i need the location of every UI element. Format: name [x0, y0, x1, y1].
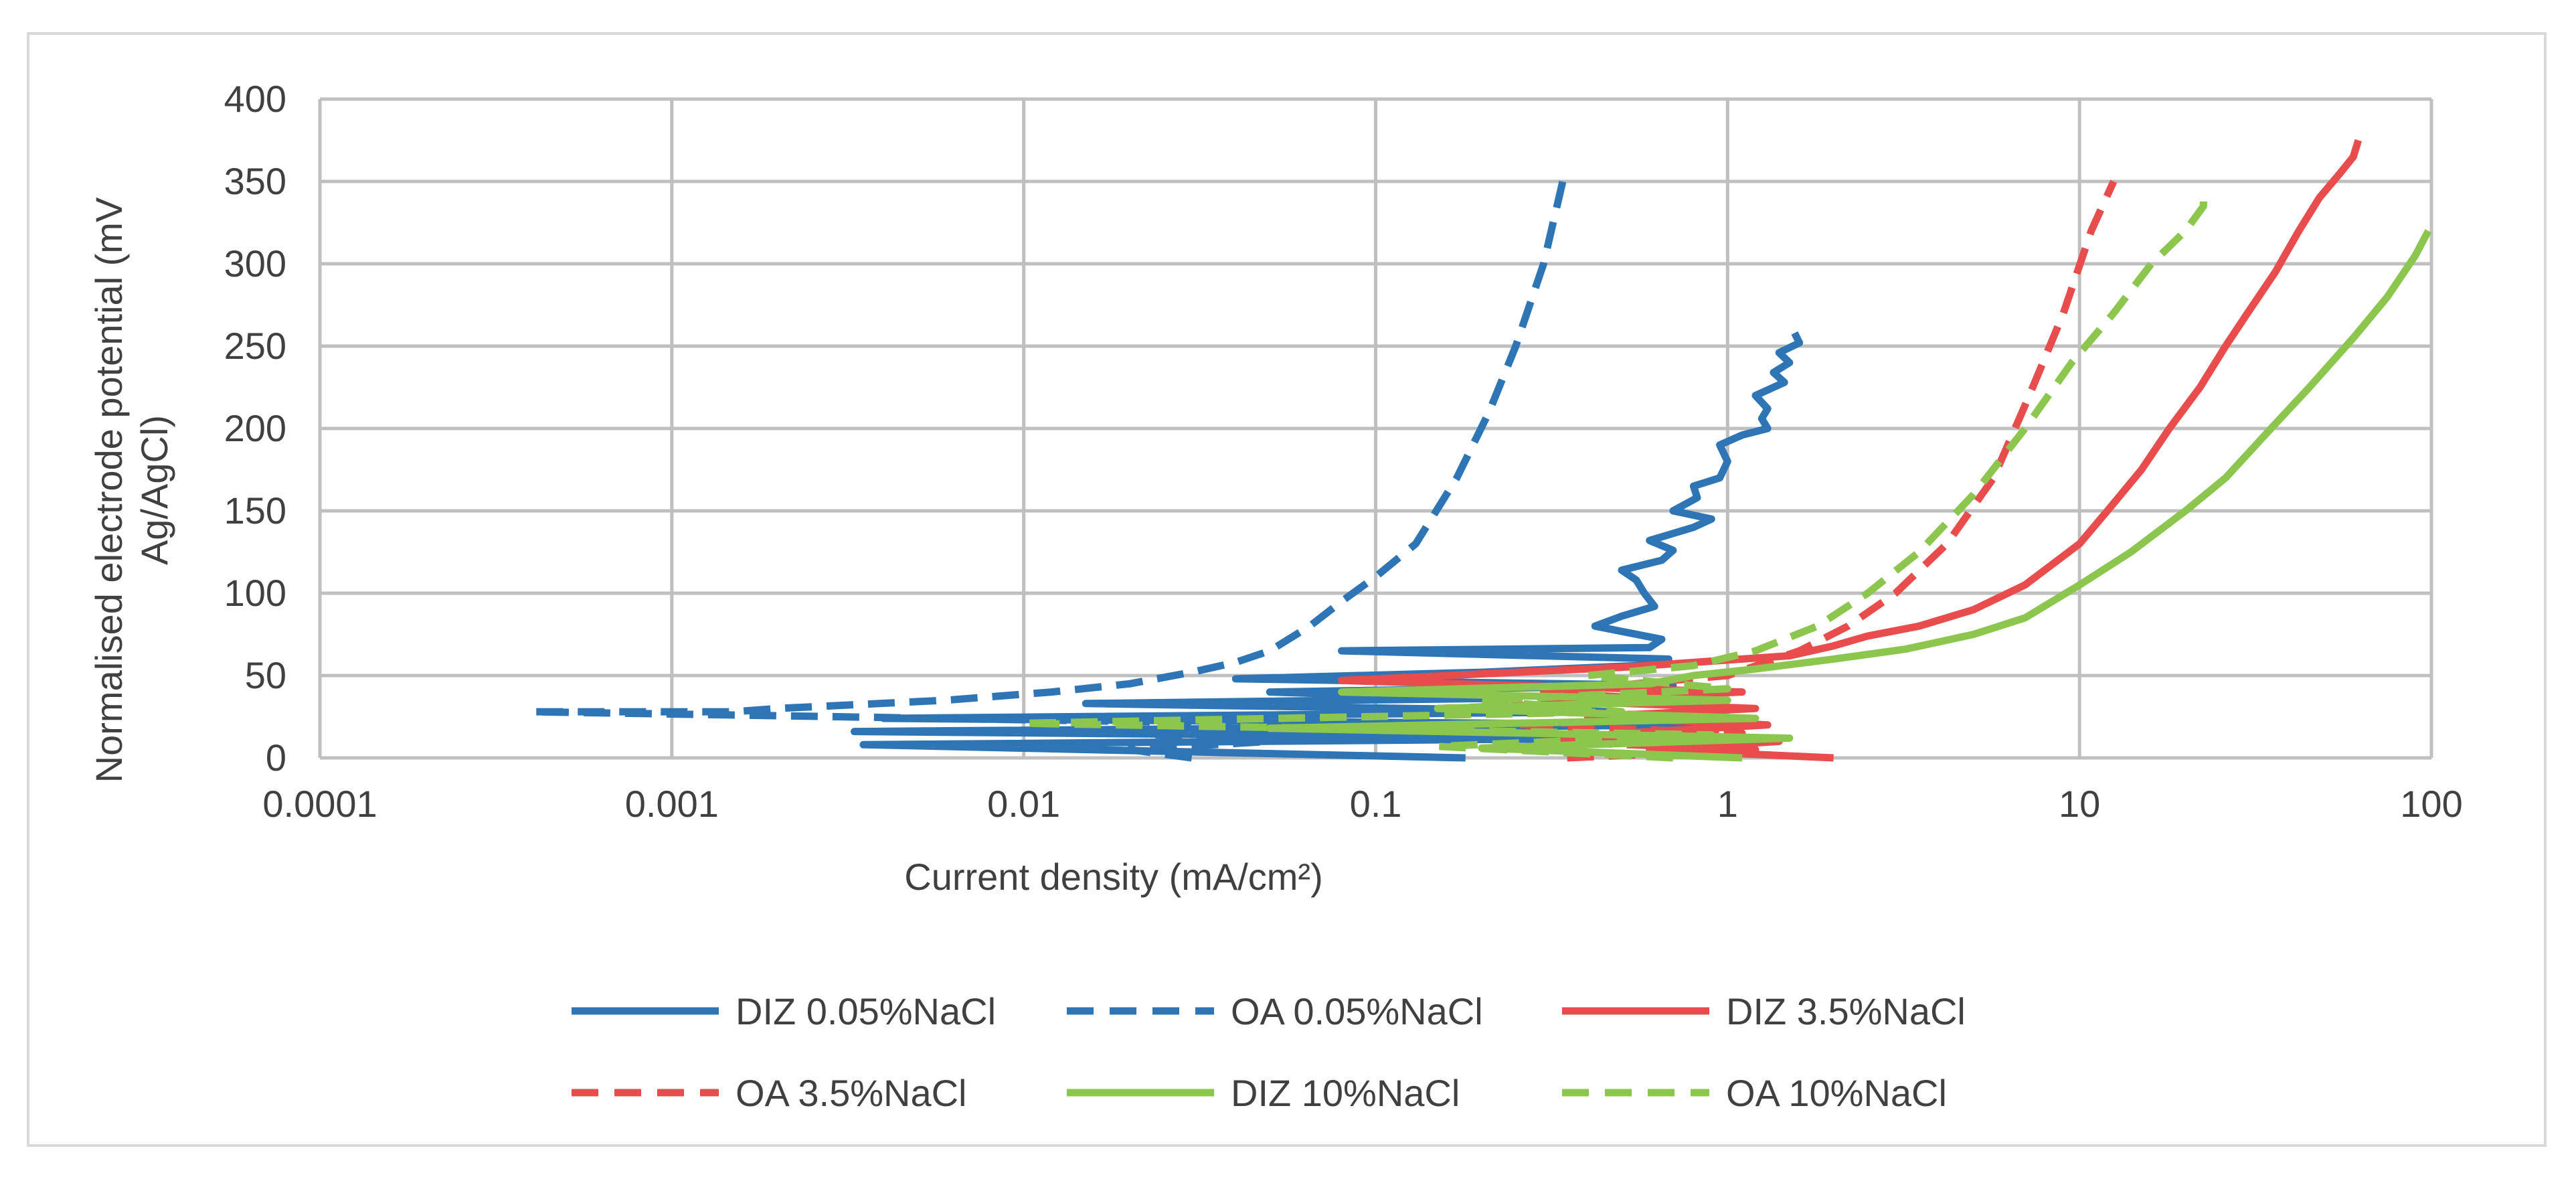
- series-line-4: [1266, 229, 2432, 762]
- chart-frame: 0 50 100 150 200 250 300 350 400 0.0001 0.001 0.01 0…: [27, 32, 2547, 1147]
- y-axis-label: Normalised electrode potential (mV Ag/Ag…: [88, 197, 175, 783]
- y-tick-label: 0: [266, 736, 286, 779]
- gridlines: [318, 97, 2433, 760]
- x-tick-label: 0.0001: [262, 783, 377, 825]
- legend-label: DIZ 3.5%NaCl: [1726, 990, 1966, 1032]
- legend-item-1: OA 0.05%NaCl: [1067, 990, 1483, 1032]
- x-tick-label: 0.01: [987, 783, 1060, 825]
- y-tick-label: 250: [224, 325, 286, 367]
- x-tick-label: 100: [2400, 783, 2462, 825]
- y-tick-label: 300: [224, 242, 286, 285]
- x-tick-label: 1: [1717, 783, 1738, 825]
- legend-label: OA 3.5%NaCl: [736, 1072, 967, 1114]
- y-tick-label: 50: [245, 654, 286, 696]
- x-tick-label: 10: [2059, 783, 2100, 825]
- legend-item-0: DIZ 0.05%NaCl: [572, 990, 996, 1032]
- series-line-2: [1338, 139, 2363, 762]
- y-tick-label: 350: [224, 160, 286, 202]
- legend-item-3: OA 3.5%NaCl: [572, 1072, 967, 1114]
- y-axis-label-line-2: Ag/AgCl): [133, 415, 175, 565]
- chart: 0 50 100 150 200 250 300 350 400 0.0001 0.001 0.01 0…: [88, 78, 2463, 1114]
- tick-labels: 0 50 100 150 200 250 300 350 400 0.0001 0.001 0.01 0…: [224, 78, 2463, 825]
- y-tick-label: 100: [224, 572, 286, 614]
- legend-label: DIZ 0.05%NaCl: [736, 990, 996, 1032]
- series-layer: [528, 139, 2432, 762]
- legend-item-4: DIZ 10%NaCl: [1067, 1072, 1460, 1114]
- legend-label: OA 0.05%NaCl: [1231, 990, 1483, 1032]
- legend-item-5: OA 10%NaCl: [1562, 1072, 1947, 1114]
- x-axis-label: Current density (mA/cm²): [904, 856, 1322, 898]
- y-tick-label: 400: [224, 78, 286, 120]
- legend-label: OA 10%NaCl: [1726, 1072, 1947, 1114]
- series-line-5: [1020, 198, 2207, 762]
- legend-item-2: DIZ 3.5%NaCl: [1562, 990, 1966, 1032]
- y-axis-label-line-1: Normalised electrode potential (mV: [88, 197, 130, 783]
- legend: DIZ 0.05%NaCl OA 0.05%NaCl DIZ 3.5%NaCl OA …: [572, 990, 1966, 1114]
- x-tick-label: 0.1: [1350, 783, 1402, 825]
- y-tick-label: 150: [224, 489, 286, 532]
- legend-label: DIZ 10%NaCl: [1231, 1072, 1460, 1114]
- y-tick-label: 200: [224, 407, 286, 449]
- series-line-0: [851, 331, 1804, 762]
- x-tick-label: 0.001: [625, 783, 719, 825]
